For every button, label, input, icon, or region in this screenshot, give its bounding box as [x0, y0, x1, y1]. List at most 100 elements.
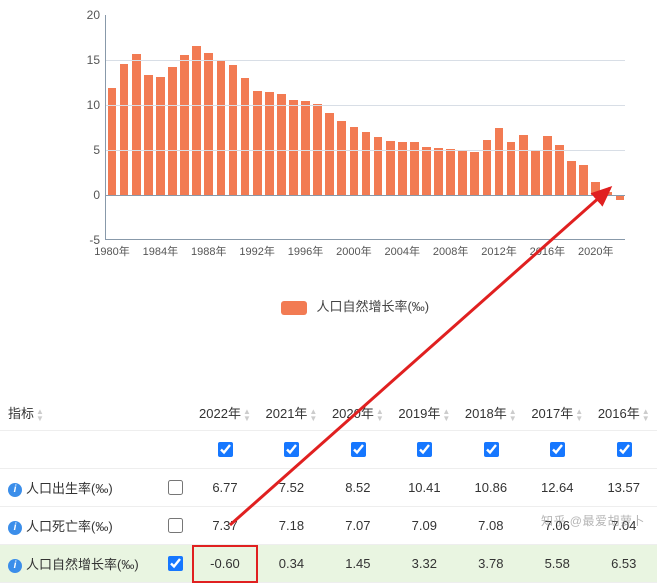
- year-checkbox[interactable]: [218, 442, 233, 457]
- bar: [374, 137, 383, 195]
- growth-rate-bar-chart: -5051015201980年1984年1988年1992年1996年2000年…: [70, 10, 640, 290]
- sort-icon[interactable]: ▲▼: [642, 408, 650, 422]
- bar: [144, 75, 153, 195]
- x-tick-label: 2020年: [578, 243, 613, 259]
- cell-value: 7.18: [258, 507, 324, 545]
- col-year: 2021年▲▼: [258, 395, 324, 431]
- gridline: [106, 150, 625, 151]
- bar: [446, 149, 455, 195]
- col-year: 2017年▲▼: [524, 395, 590, 431]
- cell-value: 7.08: [458, 507, 524, 545]
- chart-legend: 人口自然增长率(‰): [70, 296, 640, 315]
- bar: [241, 78, 250, 195]
- year-checkbox[interactable]: [284, 442, 299, 457]
- col-year: 2018年▲▼: [458, 395, 524, 431]
- bar: [168, 67, 177, 195]
- cell-value: 7.07: [325, 507, 391, 545]
- bar: [192, 46, 201, 195]
- bar: [120, 64, 129, 195]
- cell-value: 13.57: [590, 469, 657, 507]
- sort-icon[interactable]: ▲▼: [243, 408, 251, 422]
- y-tick-label: 10: [87, 98, 100, 112]
- table-checkbox-row: [0, 431, 657, 469]
- x-tick-label: 2012年: [481, 243, 516, 259]
- bar: [229, 65, 238, 195]
- bar: [277, 94, 286, 195]
- sort-icon[interactable]: ▲▼: [442, 408, 450, 422]
- watermark-text: 知乎 @最爱胡萝卜: [541, 512, 645, 529]
- table-row: i人口出生率(‰)6.777.528.5210.4110.8612.6413.5…: [0, 469, 657, 507]
- row-checkbox[interactable]: [168, 518, 183, 533]
- cell-value: 7.52: [258, 469, 324, 507]
- sort-icon[interactable]: ▲▼: [376, 408, 384, 422]
- year-checkbox[interactable]: [617, 442, 632, 457]
- bar: [180, 55, 189, 195]
- data-table-region: 指标▲▼2022年▲▼2021年▲▼2020年▲▼2019年▲▼2018年▲▼2…: [0, 395, 657, 583]
- table-row: i人口自然增长率(‰)-0.600.341.453.323.785.586.53: [0, 545, 657, 583]
- year-checkbox[interactable]: [417, 442, 432, 457]
- legend-label: 人口自然增长率(‰): [316, 299, 429, 314]
- bar: [350, 127, 359, 195]
- gridline: [106, 195, 625, 196]
- x-tick-label: 2016年: [530, 243, 565, 259]
- bar: [567, 161, 576, 195]
- chart-bars: [106, 15, 625, 239]
- x-tick-label: 1992年: [239, 243, 274, 259]
- bar: [422, 147, 431, 195]
- y-tick-label: 15: [87, 53, 100, 67]
- bar: [337, 121, 346, 195]
- cell-value: 6.77: [192, 469, 258, 507]
- row-label: i人口自然增长率(‰): [0, 545, 158, 583]
- row-checkbox[interactable]: [168, 556, 183, 571]
- cell-value: 12.64: [524, 469, 590, 507]
- row-checkbox[interactable]: [168, 480, 183, 495]
- x-tick-label: 1988年: [191, 243, 226, 259]
- bar: [132, 54, 141, 195]
- y-tick-label: 0: [93, 188, 100, 202]
- sort-icon[interactable]: ▲▼: [575, 408, 583, 422]
- data-table: 指标▲▼2022年▲▼2021年▲▼2020年▲▼2019年▲▼2018年▲▼2…: [0, 395, 657, 583]
- bar: [265, 92, 274, 195]
- bar: [253, 91, 262, 195]
- row-label: i人口死亡率(‰): [0, 507, 158, 545]
- info-icon[interactable]: i: [8, 521, 22, 535]
- cell-value: -0.60: [192, 545, 258, 583]
- cell-value: 3.32: [391, 545, 457, 583]
- y-tick-label: 5: [93, 143, 100, 157]
- x-tick-label: 1984年: [143, 243, 178, 259]
- bar: [555, 145, 564, 195]
- bar: [434, 148, 443, 195]
- cell-value: 10.86: [458, 469, 524, 507]
- info-icon[interactable]: i: [8, 559, 22, 573]
- info-icon[interactable]: i: [8, 483, 22, 497]
- bar: [458, 151, 467, 195]
- year-checkbox[interactable]: [550, 442, 565, 457]
- table-header-row: 指标▲▼2022年▲▼2021年▲▼2020年▲▼2019年▲▼2018年▲▼2…: [0, 395, 657, 431]
- cell-value: 6.53: [590, 545, 657, 583]
- cell-value: 7.37: [192, 507, 258, 545]
- col-indicator: 指标▲▼: [0, 395, 158, 431]
- gridline: [106, 105, 625, 106]
- col-year: 2016年▲▼: [590, 395, 657, 431]
- x-tick-label: 1996年: [288, 243, 323, 259]
- bar: [495, 128, 504, 195]
- cell-value: 1.45: [325, 545, 391, 583]
- cell-value: 7.09: [391, 507, 457, 545]
- bar: [325, 113, 334, 195]
- year-checkbox[interactable]: [351, 442, 366, 457]
- bar: [362, 132, 371, 195]
- gridline: [106, 60, 625, 61]
- bar: [483, 140, 492, 195]
- x-tick-label: 1980年: [94, 243, 129, 259]
- x-tick-label: 2000年: [336, 243, 371, 259]
- sort-icon[interactable]: ▲▼: [509, 408, 517, 422]
- sort-icon[interactable]: ▲▼: [36, 408, 44, 422]
- sort-icon[interactable]: ▲▼: [309, 408, 317, 422]
- col-year: 2020年▲▼: [325, 395, 391, 431]
- bar: [204, 53, 213, 195]
- year-checkbox[interactable]: [484, 442, 499, 457]
- bar: [579, 165, 588, 195]
- bar: [519, 135, 528, 195]
- cell-value: 5.58: [524, 545, 590, 583]
- row-label: i人口出生率(‰): [0, 469, 158, 507]
